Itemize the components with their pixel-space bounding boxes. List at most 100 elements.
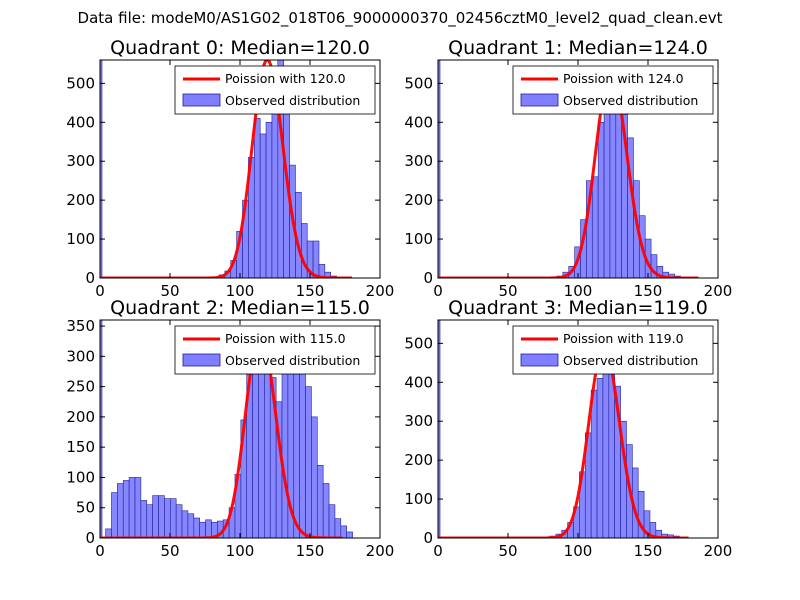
y-tick-label: 300 bbox=[66, 152, 95, 170]
histogram-bar bbox=[175, 504, 183, 538]
x-tick-label: 200 bbox=[704, 282, 733, 300]
x-tick-label: 100 bbox=[226, 282, 255, 300]
quadrant-0-plot: 0 50 100 150 200 0 100 200 300 400 500 Quadrant 0: … bbox=[66, 37, 394, 300]
figure-title: Data file: modeM0/AS1G02_018T06_90000003… bbox=[77, 9, 723, 27]
histogram-bar bbox=[590, 389, 598, 538]
quadrant-3-plot: 0 50 100 150 200 0 100 200 300 400 500 Quadrant 3: … bbox=[404, 297, 732, 560]
x-tick-label: 50 bbox=[498, 282, 517, 300]
x-tick-label: 50 bbox=[498, 542, 517, 560]
chart-title: Quadrant 3: Median=119.0 bbox=[448, 297, 708, 319]
histogram-bar bbox=[438, 60, 441, 278]
x-tick-label: 100 bbox=[564, 282, 593, 300]
histogram-bar bbox=[134, 477, 142, 538]
y-tick-label: 0 bbox=[423, 529, 433, 547]
histogram-bar bbox=[252, 356, 259, 538]
histogram-bar bbox=[146, 504, 153, 538]
x-tick-label: 150 bbox=[296, 282, 325, 300]
chart-title: Quadrant 1: Median=124.0 bbox=[448, 37, 708, 59]
legend-entry-poisson: Poission with 119.0 bbox=[563, 331, 684, 346]
histogram-bar bbox=[265, 121, 273, 278]
histogram-bar bbox=[591, 176, 599, 278]
histogram-bar bbox=[169, 498, 177, 538]
histogram-bar bbox=[164, 498, 171, 538]
histogram-bar bbox=[187, 513, 195, 538]
histogram-bar bbox=[117, 483, 124, 538]
poisson-curve bbox=[438, 345, 689, 538]
histogram-bar bbox=[152, 495, 159, 538]
y-tick-label: 300 bbox=[404, 152, 433, 170]
legend: Poission with 124.0 Observed distribution bbox=[512, 65, 714, 115]
legend-entry-observed: Observed distribution bbox=[563, 353, 698, 368]
y-tick-label: 0 bbox=[85, 529, 95, 547]
y-tick-label: 100 bbox=[404, 490, 433, 508]
y-tick-label: 350 bbox=[66, 317, 95, 335]
histogram-bar bbox=[602, 346, 610, 538]
legend-entry-poisson: Poission with 124.0 bbox=[563, 71, 684, 86]
histogram-bar bbox=[181, 510, 189, 538]
x-tick-label: 0 bbox=[95, 282, 105, 300]
histogram-bar bbox=[340, 525, 347, 538]
histogram-bar bbox=[322, 483, 330, 538]
histogram-bar bbox=[311, 416, 318, 538]
histogram-bar bbox=[603, 86, 611, 278]
y-tick-label: 100 bbox=[66, 468, 95, 486]
y-tick-label: 500 bbox=[404, 74, 433, 92]
legend-entry-observed: Observed distribution bbox=[225, 353, 360, 368]
histogram-bar bbox=[312, 240, 320, 278]
quadrant-0-data bbox=[100, 60, 353, 278]
legend-entry-poisson: Poission with 115.0 bbox=[225, 331, 346, 346]
x-tick-label: 50 bbox=[160, 542, 179, 560]
x-tick-label: 150 bbox=[634, 282, 663, 300]
poisson-curve bbox=[438, 70, 699, 278]
legend: Poission with 115.0 Observed distribution bbox=[174, 325, 376, 375]
x-tick-label: 200 bbox=[366, 282, 395, 300]
x-tick-label: 0 bbox=[433, 542, 443, 560]
y-tick-label: 0 bbox=[85, 269, 95, 287]
chart-title: Quadrant 0: Median=120.0 bbox=[110, 37, 370, 59]
y-tick-label: 200 bbox=[404, 191, 433, 209]
histogram-bar bbox=[271, 90, 279, 278]
x-tick-label: 0 bbox=[95, 542, 105, 560]
x-tick-label: 50 bbox=[160, 282, 179, 300]
histogram-bar bbox=[140, 500, 148, 538]
histogram-bar bbox=[346, 531, 353, 538]
legend-bar-swatch bbox=[520, 353, 559, 367]
legend-bar-swatch bbox=[182, 93, 221, 107]
histogram-bar bbox=[158, 495, 165, 538]
histogram-bar bbox=[205, 519, 212, 538]
histogram-bar bbox=[111, 492, 118, 538]
histogram-bar bbox=[299, 362, 306, 538]
histogram-bar bbox=[253, 118, 261, 278]
histogram-bar bbox=[328, 504, 336, 538]
y-tick-label: 50 bbox=[76, 499, 95, 517]
histogram-bar bbox=[100, 320, 103, 538]
quadrant-1-data bbox=[438, 60, 699, 278]
y-tick-label: 150 bbox=[66, 438, 95, 456]
histogram-bar bbox=[259, 133, 267, 278]
histogram-bar bbox=[438, 320, 441, 538]
x-tick-label: 200 bbox=[366, 542, 395, 560]
y-tick-label: 400 bbox=[66, 113, 95, 131]
histogram-bar bbox=[264, 349, 271, 538]
histogram-bar bbox=[100, 60, 103, 278]
y-tick-label: 400 bbox=[404, 113, 433, 131]
legend-entry-poisson: Poission with 120.0 bbox=[225, 71, 346, 86]
y-tick-label: 200 bbox=[404, 451, 433, 469]
quadrant-1-plot: 0 50 100 150 200 0 100 200 300 400 500 Quadrant 1: … bbox=[404, 37, 732, 300]
x-tick-label: 100 bbox=[226, 542, 255, 560]
poisson-curve bbox=[100, 60, 353, 278]
histogram-bar bbox=[122, 480, 130, 538]
x-tick-label: 150 bbox=[296, 542, 325, 560]
histogram-bar bbox=[281, 365, 289, 538]
y-tick-label: 400 bbox=[404, 373, 433, 391]
x-tick-label: 200 bbox=[704, 542, 733, 560]
histogram-bar bbox=[597, 121, 605, 278]
quadrant-2-data bbox=[100, 320, 353, 538]
quadrant-2-plot: 0 50 100 150 200 0 50 100 150 200 250 300 350 Quadran… bbox=[66, 297, 394, 560]
histogram-bar bbox=[596, 378, 604, 538]
y-tick-label: 300 bbox=[404, 412, 433, 430]
legend: Poission with 119.0 Observed distribution bbox=[512, 325, 714, 375]
histogram-bar bbox=[334, 518, 342, 538]
legend-bar-swatch bbox=[520, 93, 559, 107]
